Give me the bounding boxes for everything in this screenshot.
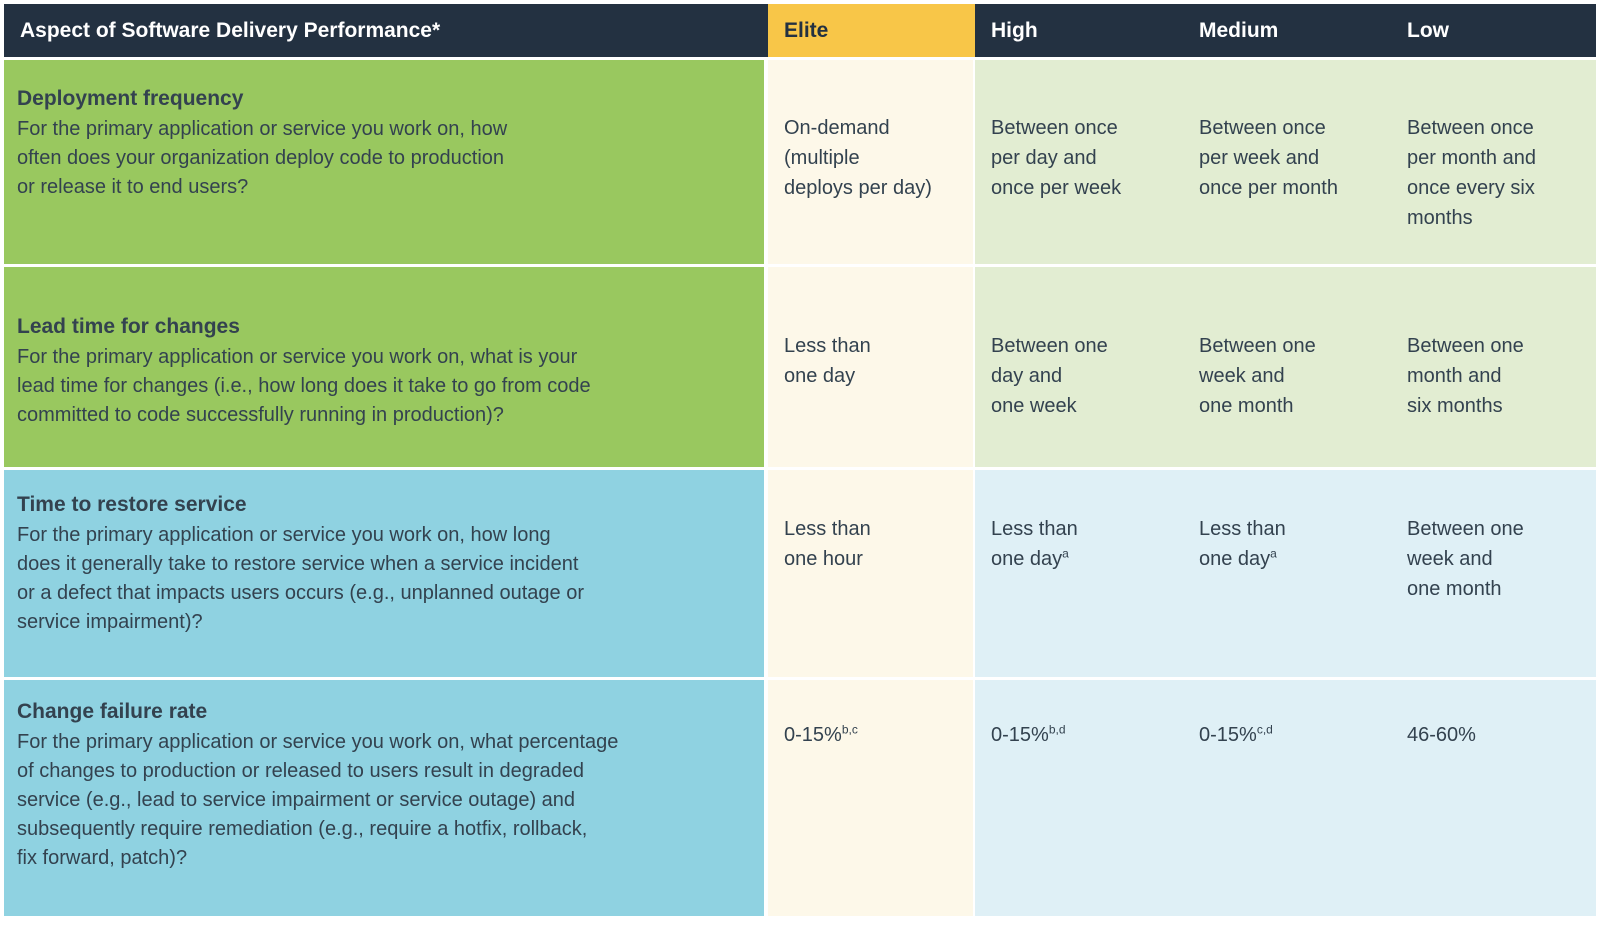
value-cell-low: Between one week and one month: [1391, 470, 1596, 677]
value-cell-elite: On-demand (multiple deploys per day): [768, 60, 973, 264]
value-text: Between once per day and once per week: [991, 117, 1122, 199]
metric-title: Time to restore service: [17, 493, 247, 516]
value-cell-medium: Between one week and one month: [1183, 267, 1391, 467]
table-row-change-failure-rate: Change failure rate For the primary appl…: [4, 680, 1600, 916]
header-low-label: Low: [1407, 18, 1449, 42]
value-text: Between one week and one month: [1407, 518, 1524, 600]
header-aspect-label: Aspect of Software Delivery Performance*: [4, 4, 768, 57]
metric-cell: Time to restore service For the primary …: [4, 470, 764, 677]
value-text: 46-60%: [1407, 724, 1476, 746]
header-levels-group: High Medium Low: [975, 4, 1596, 57]
value-cell-high: Between once per day and once per week: [975, 60, 1183, 264]
footnote-marker: a: [1270, 546, 1277, 561]
metric-title: Lead time for changes: [17, 315, 240, 338]
value-cell-high: Less than one daya: [975, 470, 1183, 677]
metric-question: For the primary application or service y…: [17, 731, 619, 869]
header-medium-label: Medium: [1199, 18, 1279, 42]
value-cell-medium: Between once per week and once per month: [1183, 60, 1391, 264]
value-cell-low: Between once per month and once every si…: [1391, 60, 1596, 264]
metric-question: For the primary application or service y…: [17, 118, 508, 198]
value-cell-low: 46-60%: [1391, 680, 1596, 916]
value-text: Less than one day: [784, 335, 871, 387]
value-cell-elite: Less than one hour: [768, 470, 973, 677]
value-cell-low: Between one month and six months: [1391, 267, 1596, 467]
value-cell-medium: Less than one daya: [1183, 470, 1391, 677]
value-cell-high: 0-15%b,d: [975, 680, 1183, 916]
value-text: Between one week and one month: [1199, 335, 1316, 417]
value-text: 0-15%: [1199, 724, 1257, 746]
value-text: Between one month and six months: [1407, 335, 1524, 417]
value-text: 0-15%: [784, 724, 842, 746]
table-header-row: Aspect of Software Delivery Performance*…: [4, 4, 1600, 57]
metric-cell: Lead time for changes For the primary ap…: [4, 267, 764, 467]
metric-cell: Deployment frequency For the primary app…: [4, 60, 764, 264]
header-high-label: High: [991, 18, 1038, 42]
value-text: Between once per month and once every si…: [1407, 117, 1536, 229]
value-cell-high: Between one day and one week: [975, 267, 1183, 467]
metric-title: Change failure rate: [17, 700, 208, 723]
footnote-marker: b,c: [841, 722, 858, 737]
value-cell-elite: 0-15%b,c: [768, 680, 973, 916]
table-row-time-to-restore: Time to restore service For the primary …: [4, 470, 1600, 677]
value-text: Less than one hour: [784, 518, 871, 570]
value-text: 0-15%: [991, 724, 1049, 746]
table-row-deployment-frequency: Deployment frequency For the primary app…: [4, 60, 1600, 264]
value-cell-elite: Less than one day: [768, 267, 973, 467]
footnote-marker: b,d: [1048, 722, 1066, 737]
value-text: Between one day and one week: [991, 335, 1108, 417]
footnote-marker: a: [1062, 546, 1069, 561]
value-text: Less than one day: [991, 518, 1078, 570]
value-text: On-demand (multiple deploys per day): [784, 117, 932, 199]
metric-title: Deployment frequency: [17, 87, 244, 110]
table-row-lead-time: Lead time for changes For the primary ap…: [4, 267, 1600, 467]
footnote-marker: c,d: [1256, 722, 1273, 737]
value-cell-medium: 0-15%c,d: [1183, 680, 1391, 916]
value-text: Between once per week and once per month: [1199, 117, 1338, 199]
metric-cell: Change failure rate For the primary appl…: [4, 680, 764, 916]
header-elite-label: Elite: [768, 4, 975, 57]
metric-question: For the primary application or service y…: [17, 346, 591, 426]
value-text: Less than one day: [1199, 518, 1286, 570]
metric-question: For the primary application or service y…: [17, 524, 584, 633]
